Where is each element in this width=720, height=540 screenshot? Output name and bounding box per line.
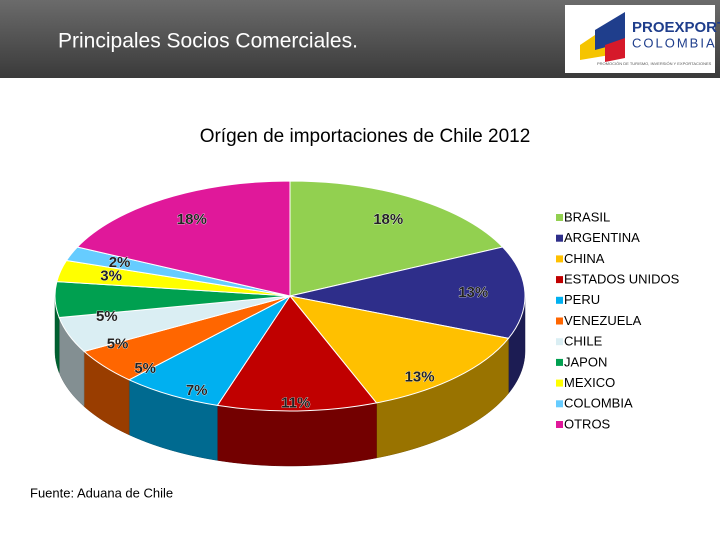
legend-swatch (556, 317, 563, 325)
data-label: 18% (373, 211, 403, 228)
data-label: 2% (109, 254, 131, 271)
logo-name: PROEXPORT (632, 19, 720, 36)
legend-swatch (556, 255, 563, 263)
legend-label: MEXICO (564, 375, 615, 390)
legend-label: BRASIL (564, 209, 610, 224)
legend-label: OTROS (564, 416, 611, 431)
data-label: 18% (177, 211, 207, 228)
legend-swatch (556, 338, 563, 346)
slice (289, 246, 526, 339)
legend-swatch (556, 276, 563, 284)
logo-shape (605, 38, 625, 62)
logo-shape (595, 12, 625, 50)
slice (76, 180, 291, 297)
legend-swatch (556, 400, 563, 408)
data-label: 5% (96, 308, 118, 325)
data-label: 5% (107, 335, 129, 352)
data-label: 11% (281, 395, 310, 412)
legend-label: ARGENTINA (564, 230, 640, 245)
chart-title: Orígen de importaciones de Chile 2012 (200, 126, 531, 147)
source-note: Fuente: Aduana de Chile (30, 485, 173, 500)
slice-side (217, 402, 377, 467)
slice (288, 295, 510, 404)
legend-label: JAPON (564, 354, 607, 369)
legend-label: CHILE (564, 334, 603, 349)
data-label: 3% (100, 267, 122, 284)
slice (127, 295, 291, 406)
legend-swatch (556, 379, 563, 387)
data-label: 7% (186, 382, 208, 399)
legend-label: PERU (564, 292, 600, 307)
data-label: 13% (405, 368, 435, 385)
legend-label: CHINA (564, 251, 605, 266)
data-label: 5% (134, 360, 156, 377)
legend-label: VENEZUELA (564, 313, 642, 328)
legend-label: COLOMBIA (564, 396, 633, 411)
slice (216, 295, 378, 412)
legend-label: ESTADOS UNIDOS (564, 272, 680, 287)
legend-swatch (556, 214, 563, 221)
logo-tagline: PROMOCIÓN DE TURISMO, INVERSIÓN Y EXPORT… (597, 61, 712, 66)
legend-swatch (556, 358, 563, 366)
data-label: 13% (458, 284, 488, 301)
legend-swatch (556, 421, 563, 428)
legend-swatch (556, 296, 563, 304)
legend-swatch (556, 234, 563, 242)
logo-country: COLOMBIA (632, 35, 717, 50)
slide-title: Principales Socios Comerciales. (58, 30, 358, 53)
slice (289, 180, 504, 297)
